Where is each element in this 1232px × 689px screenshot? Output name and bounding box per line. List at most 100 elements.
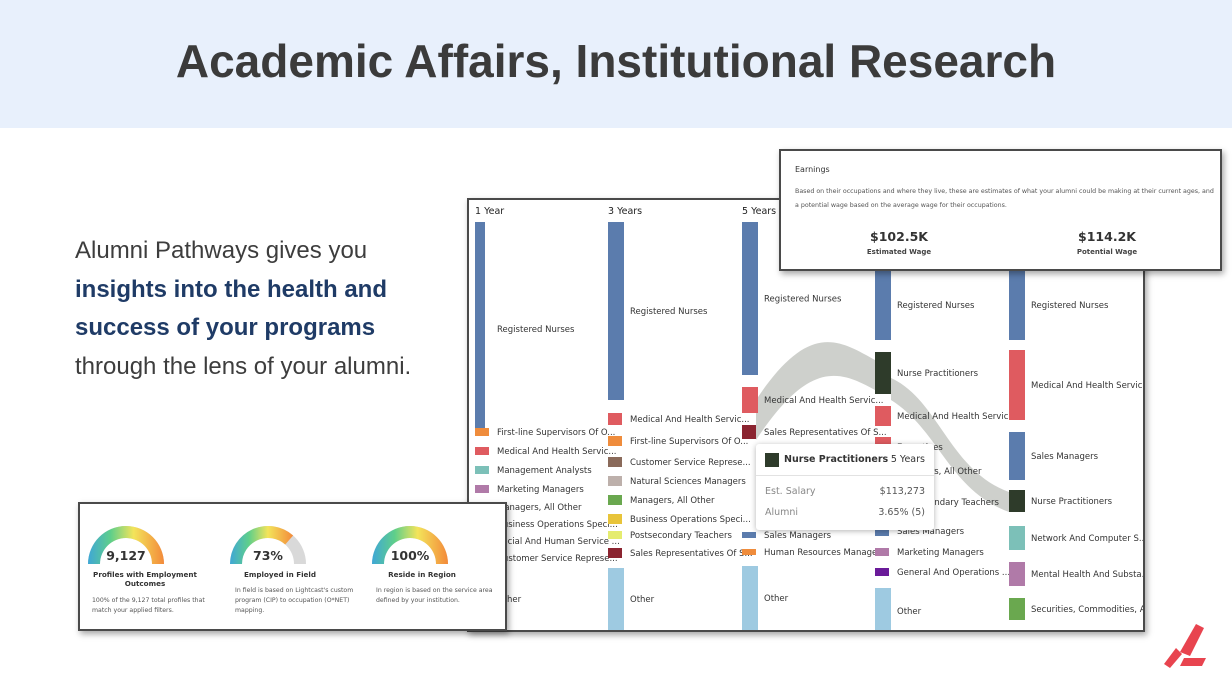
tooltip-divider [756, 475, 934, 476]
sankey-flow-highlight [891, 378, 1009, 512]
sankey-node-label: Human Resources Managers [764, 548, 886, 558]
tooltip-occupation: Nurse Practitioners [784, 454, 889, 465]
sankey-node-label: Natural Sciences Managers [630, 477, 746, 487]
sankey-node-label: Nurse Practitioners [897, 369, 979, 379]
sankey-node[interactable] [608, 531, 622, 539]
earnings-card: Earnings Based on their occupations and … [779, 149, 1222, 271]
estimated-wage-label: Estimated Wage [866, 248, 932, 256]
sankey-node-label: Sales Managers [897, 527, 965, 537]
sankey-node-label: Network And Computer S... [1031, 534, 1145, 544]
sankey-node-label: Marketing Managers [897, 548, 984, 558]
sankey-node-label: Business Operations Speci... [630, 515, 751, 525]
sankey-node[interactable] [742, 549, 756, 555]
sankey-column-header: 1 Year [475, 206, 504, 217]
sankey-node[interactable] [475, 222, 485, 436]
gauge-value: 100% [391, 548, 430, 563]
sankey-node[interactable] [1009, 598, 1025, 620]
sankey-node-label: Medical And Health Servic... [764, 396, 883, 406]
sankey-node[interactable] [742, 566, 758, 630]
tooltip-swatch [765, 453, 779, 467]
tooltip-years: 5 Years [890, 454, 925, 465]
sankey-node-label: Sales Managers [764, 531, 832, 541]
sankey-node[interactable] [475, 485, 489, 493]
sankey-node[interactable] [475, 466, 489, 474]
sankey-node-label: Registered Nurses [897, 301, 975, 311]
sankey-node-label: General And Operations ... [897, 568, 1010, 578]
gauge-value: 9,127 [106, 548, 146, 563]
sankey-node[interactable] [608, 436, 622, 446]
sankey-node[interactable] [608, 222, 624, 400]
sankey-node-label: Other [497, 595, 522, 605]
sankey-node-label: Sales Representatives Of S... [764, 428, 887, 438]
intro-text: Alumni Pathways gives you insights into … [75, 232, 475, 386]
sankey-node[interactable] [1009, 526, 1025, 550]
sankey-node-label: Registered Nurses [630, 307, 708, 317]
sankey-node[interactable] [742, 222, 758, 375]
sankey-node-label: Medical And Health Servic... [630, 415, 749, 425]
estimated-wage-value: $102.5K [870, 229, 928, 244]
sankey-node-label: Registered Nurses [764, 295, 842, 305]
sankey-node-label: Medical And Health Servic... [497, 447, 616, 457]
intro-line-1: Alumni Pathways gives you [75, 237, 368, 264]
sankey-node[interactable] [742, 532, 756, 538]
sankey-node[interactable] [608, 413, 622, 425]
sankey-node-label: Other [764, 594, 789, 604]
sankey-node-label: Managers, All Other [497, 503, 582, 513]
occupation-tooltip: Nurse Practitioners 5 Years Est. Salary … [756, 444, 934, 530]
sankey-node-label: Managers, All Other [630, 496, 715, 506]
sankey-node[interactable] [875, 352, 891, 394]
sankey-node-label: Sales Managers [1031, 452, 1099, 462]
sankey-node-label: Mental Health And Substa... [1031, 570, 1145, 580]
tooltip-salary-value: $113,273 [879, 486, 925, 497]
sankey-node-label: Medical And Health Servic... [897, 412, 1016, 422]
gauges-chart: 9,127 73% 100% [88, 526, 448, 564]
sankey-node[interactable] [875, 548, 889, 556]
sankey-node-label: Sales Representatives Of S... [630, 549, 753, 559]
gauge-title-region: Reside in Region [388, 570, 456, 579]
sankey-node[interactable] [1009, 350, 1025, 420]
gauge-fill [88, 526, 164, 564]
sankey-node[interactable] [608, 568, 624, 630]
sankey-node[interactable] [475, 447, 489, 455]
gauge-fill [372, 526, 448, 564]
gauge-fill [230, 526, 294, 564]
title-banner: Academic Affairs, Institutional Research [0, 0, 1232, 128]
earnings-title: Earnings [795, 165, 830, 174]
intro-line-3: through the lens of your alumni. [75, 352, 412, 380]
sankey-node[interactable] [608, 495, 622, 505]
page-title: Academic Affairs, Institutional Research [175, 35, 1057, 87]
sankey-node[interactable] [608, 548, 622, 558]
sankey-node[interactable] [1009, 490, 1025, 512]
sankey-node[interactable] [875, 526, 889, 536]
sankey-node[interactable] [875, 588, 891, 632]
earnings-description: Based on their occupations and where the… [795, 188, 1214, 209]
sankey-node[interactable] [608, 514, 622, 524]
sankey-node-label: Customer Service Represe... [630, 458, 751, 468]
sankey-node[interactable] [742, 387, 758, 413]
gauge-title-profiles: Profiles with Employment Outcomes [93, 570, 197, 588]
sankey-node[interactable] [475, 428, 489, 436]
sankey-node-label: Other [897, 607, 922, 617]
sankey-node[interactable] [875, 270, 891, 340]
sankey-node-label: Social And Human Service ... [497, 537, 620, 547]
sankey-node[interactable] [1009, 432, 1025, 480]
gauge-title-employed: Employed in Field [243, 570, 317, 579]
gauge-employed-in-field: 73% [230, 526, 306, 564]
sankey-node-label: Managers, All Other [897, 467, 982, 477]
sankey-node[interactable] [608, 476, 622, 486]
sankey-node[interactable] [875, 406, 891, 426]
gauge-desc-region: In region is based on the service area d… [376, 587, 493, 604]
sankey-node-label: First-line Supervisors Of O... [630, 437, 748, 447]
sankey-column-header: 3 Years [608, 206, 642, 217]
sankey-node[interactable] [1009, 270, 1025, 340]
sankey-node-label: Medical And Health Servic... [1031, 381, 1145, 391]
tooltip-salary-label: Est. Salary [765, 486, 816, 497]
sankey-node-label: Nurse Practitioners [1031, 497, 1113, 507]
sankey-node[interactable] [608, 457, 622, 467]
sankey-node[interactable] [742, 425, 756, 439]
sankey-node[interactable] [875, 568, 889, 576]
tooltip-alumni-value: 3.65% (5) [878, 507, 925, 518]
sankey-node[interactable] [1009, 562, 1025, 586]
potential-wage-label: Potential Wage [1076, 248, 1138, 256]
